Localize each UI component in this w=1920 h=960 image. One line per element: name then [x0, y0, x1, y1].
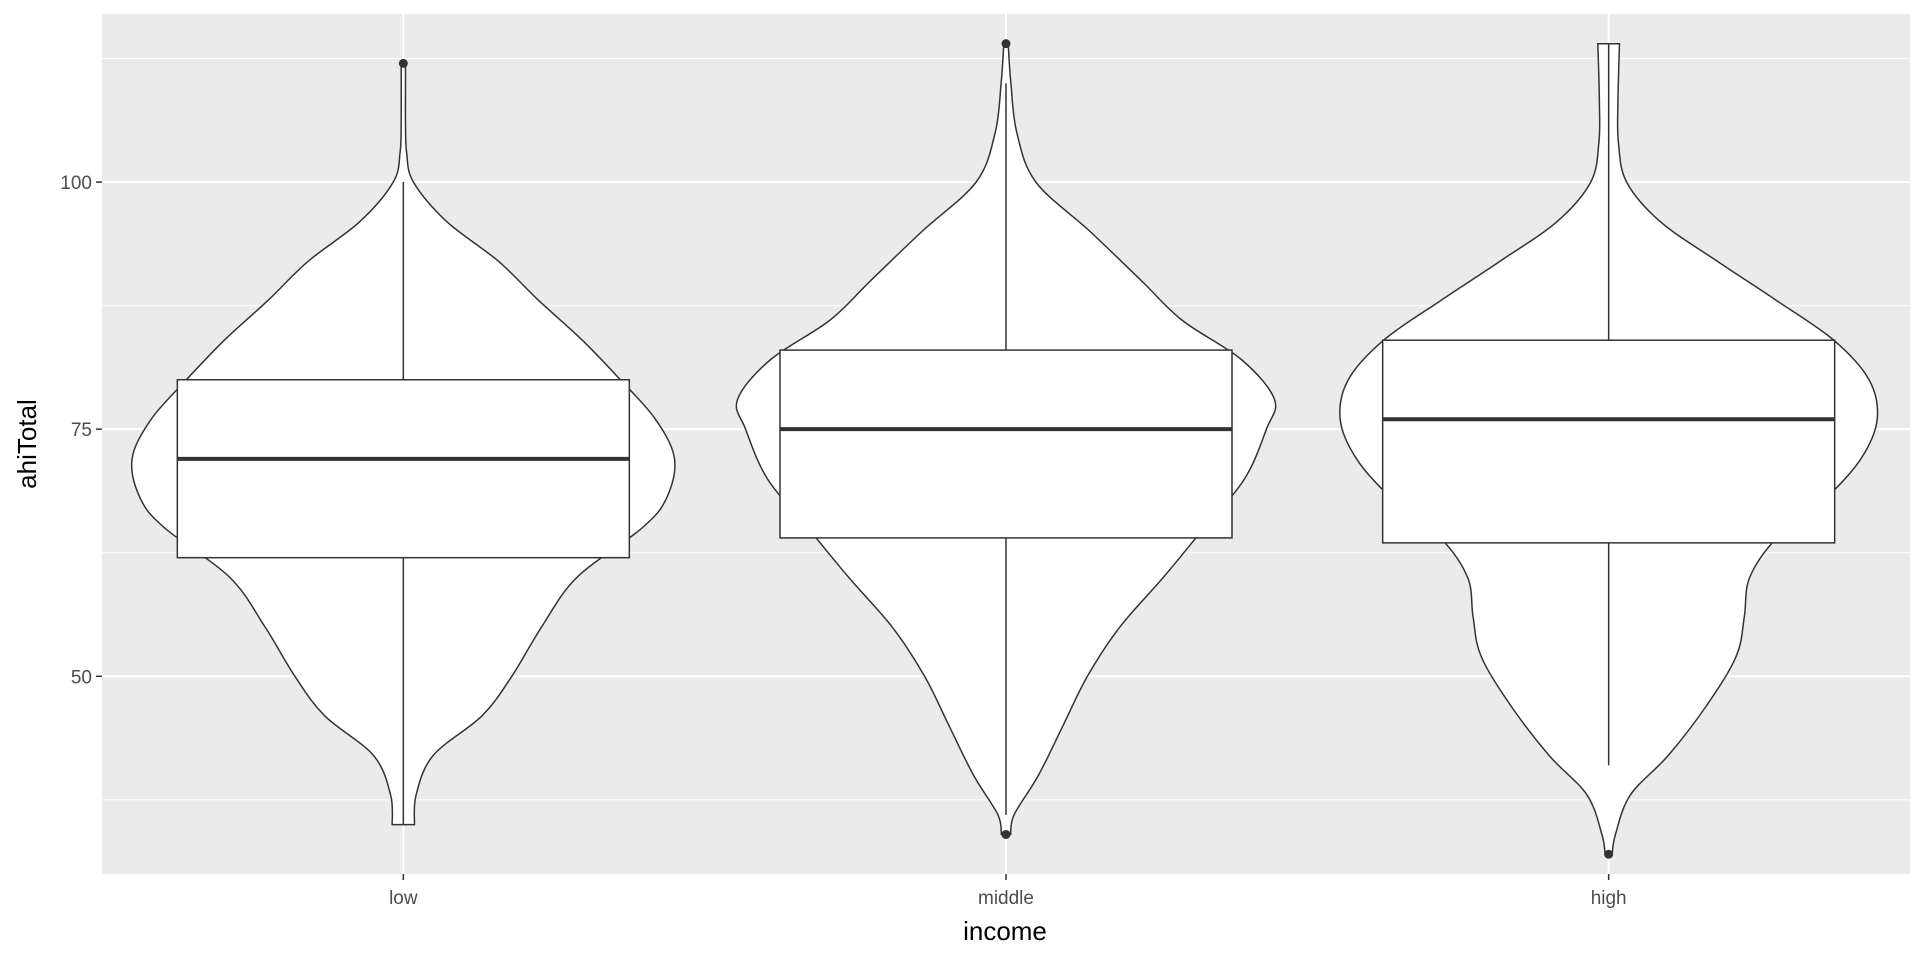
box-middle [779, 349, 1233, 539]
y-tick-label: 50 [71, 667, 92, 688]
x-axis-title: income [963, 916, 1047, 946]
x-tick-label: middle [978, 888, 1034, 909]
tick-layer: 50 75 100 low middle high [60, 173, 1626, 909]
y-tick-label: 75 [71, 420, 92, 441]
x-tick-label: low [389, 888, 418, 909]
box-low [176, 378, 631, 559]
box-high [1381, 339, 1836, 544]
y-tick-label: 100 [60, 173, 92, 194]
outlier-point [1001, 39, 1011, 49]
box-layer [176, 39, 1836, 859]
y-axis-title: ahiTotal [12, 399, 42, 489]
x-tick-label: high [1591, 888, 1627, 909]
outlier-point [398, 58, 408, 68]
outlier-point [1001, 829, 1011, 839]
outlier-point [1604, 849, 1614, 859]
